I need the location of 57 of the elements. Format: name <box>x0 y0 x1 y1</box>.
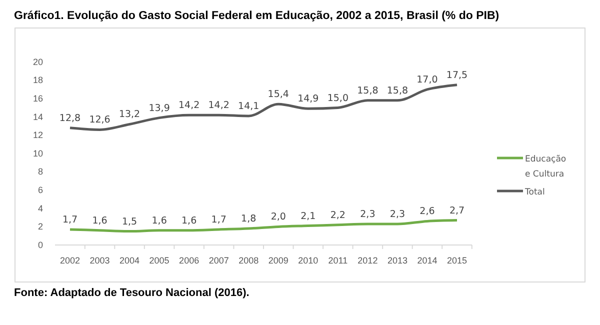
legend-label: Educação e Cultura <box>525 154 566 180</box>
y-tick-label: 18 <box>32 75 43 86</box>
y-tick-label: 4 <box>38 203 43 214</box>
x-tick-label: 2006 <box>179 255 200 266</box>
x-tick-label: 2010 <box>298 255 318 266</box>
x-tick-label: 2005 <box>149 255 170 266</box>
x-tick-label: 2012 <box>358 255 378 266</box>
data-label: 14,9 <box>298 94 319 105</box>
x-tick-label: 2002 <box>60 255 80 266</box>
data-label: 15,8 <box>357 85 378 96</box>
data-label: 1,6 <box>152 215 167 226</box>
data-label: 13,9 <box>148 102 170 114</box>
data-label: 13,2 <box>118 109 140 120</box>
data-label: 1,6 <box>92 215 108 226</box>
y-tick-label: 8 <box>38 166 43 177</box>
chart-title: Gráfico1. Evolução do Gasto Social Federal em Educação, 2002 a 2015, Brasil (% do PIB) <box>14 10 500 22</box>
x-tick-label: 2015 <box>446 255 468 266</box>
data-label: 15,0 <box>327 92 348 104</box>
x-tick-label: 2003 <box>90 255 110 266</box>
data-label: 2,0 <box>270 212 286 223</box>
x-tick-label: 2004 <box>120 255 140 266</box>
data-label: 14,1 <box>238 100 260 112</box>
source-note: Fonte: Adaptado de Tesouro Nacional (2016). <box>14 287 250 299</box>
x-tick-label: 2014 <box>417 255 438 266</box>
y-tick-label: 0 <box>38 240 43 250</box>
y-tick-label: 6 <box>38 184 43 195</box>
data-label: 1,7 <box>62 214 78 226</box>
data-label: 2,1 <box>300 210 316 222</box>
data-label: 14,2 <box>208 100 230 112</box>
x-tick-label: 2011 <box>328 255 348 266</box>
data-label: 12,6 <box>89 114 110 126</box>
data-label: 17,0 <box>416 74 438 86</box>
data-label: 14,2 <box>178 100 200 112</box>
data-label: 15,8 <box>386 85 408 96</box>
x-tick-label: 2013 <box>387 255 408 266</box>
y-tick-label: 2 <box>38 222 43 232</box>
y-tick-label: 20 <box>32 56 43 67</box>
data-label: 2,3 <box>360 208 376 220</box>
x-tick-label: 2007 <box>208 255 229 266</box>
data-label: 1,5 <box>122 216 138 228</box>
data-label: 2,3 <box>390 208 406 220</box>
y-tick-label: 14 <box>32 112 43 122</box>
y-tick-label: 10 <box>32 148 43 158</box>
data-label: 15,4 <box>268 89 289 100</box>
data-label: 2,2 <box>330 210 346 221</box>
y-tick-label: 16 <box>32 93 43 104</box>
data-label: 2,6 <box>420 206 435 218</box>
data-label: 1,7 <box>211 214 226 226</box>
data-label: 1,6 <box>182 215 197 226</box>
data-label: 2,7 <box>449 205 465 216</box>
data-label: 1,8 <box>241 214 256 225</box>
x-tick-label: 2008 <box>238 255 259 266</box>
data-label: 12,8 <box>59 112 81 124</box>
y-tick-label: 12 <box>32 130 43 140</box>
legend-label: Total <box>524 188 545 198</box>
data-label: 17,5 <box>446 70 468 81</box>
x-tick-label: 2009 <box>268 255 288 266</box>
